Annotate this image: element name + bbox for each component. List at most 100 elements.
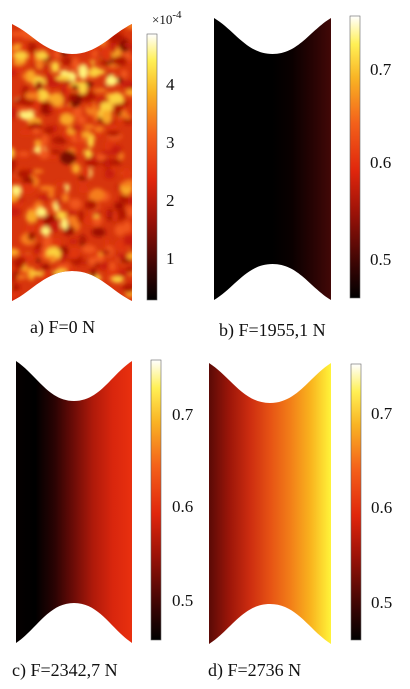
colorbar-c-tick: 0.5 [172, 591, 193, 610]
colorbar-d-ticks: 0.5 0.6 0.7 [371, 404, 393, 612]
colorbar-b-ticks: 0.5 0.6 0.7 [370, 60, 392, 269]
speckle-blob [83, 124, 95, 130]
speckle-blob [17, 107, 31, 112]
speckle-blob [66, 253, 73, 259]
speckle-blob [44, 31, 56, 42]
speckle-blob [113, 103, 124, 113]
speckle-blob [79, 261, 88, 265]
speckle-blob [125, 24, 132, 30]
speckle-blob [25, 210, 38, 224]
speckle-blob [108, 31, 125, 44]
speckle-blob [77, 39, 94, 46]
speckle-blob [125, 266, 132, 273]
caption-d: d) F=2736 N [208, 660, 301, 681]
speckle-blob [40, 264, 51, 270]
speckle-blob [12, 69, 17, 77]
speckle-blob [35, 57, 44, 70]
speckle-blob [92, 285, 105, 291]
speckle-blob [94, 279, 106, 291]
speckle-blob [124, 234, 132, 248]
colorbar-c-tick: 0.7 [172, 405, 194, 424]
speckle-blob [67, 288, 78, 301]
speckle-blob [99, 101, 114, 114]
speckle-blob [34, 81, 44, 92]
speckle-blob [96, 152, 107, 162]
speckle-blob [104, 238, 110, 248]
speckle-blob [73, 24, 79, 32]
speckle-blob [36, 51, 49, 60]
speckle-blob [125, 206, 132, 217]
speckle-blob [12, 157, 17, 171]
speckle-blob [79, 236, 87, 244]
speckle-blob [104, 169, 115, 179]
speckle-blob [55, 281, 68, 293]
speckle-blob [67, 284, 74, 294]
speckle-blob [99, 36, 107, 47]
speckle-blob [124, 42, 131, 48]
speckle-blob [61, 38, 74, 49]
speckle-blob [27, 104, 41, 111]
speckle-blob [14, 39, 20, 46]
speckle-blob [19, 110, 35, 120]
speckle-blob [105, 75, 118, 86]
speckle-blob [56, 195, 62, 208]
speckle-blob [102, 84, 108, 90]
speckle-blob [59, 251, 66, 265]
speckle-blob [91, 285, 103, 294]
speckle-blob [90, 188, 105, 202]
speckle-blob [121, 100, 129, 107]
colorbar-d-tick: 0.6 [371, 498, 392, 517]
speckle-blob [91, 227, 106, 237]
speckle-blob [52, 269, 66, 275]
speckle-blob [97, 69, 105, 75]
speckle-blob [101, 109, 112, 124]
speckle-blob [41, 226, 51, 236]
speckle-blob [105, 209, 111, 218]
speckle-blob [81, 244, 96, 254]
colorbar-a-tick: 4 [166, 75, 175, 94]
speckle-blob [40, 293, 56, 301]
speckle-blob [63, 96, 68, 108]
speckle-blob [80, 43, 91, 51]
speckle-blob [12, 106, 18, 120]
speckle-blob [72, 105, 83, 118]
speckle-blob [61, 57, 75, 65]
colorbar-c-tick: 0.6 [172, 497, 193, 516]
speckle-blob [120, 181, 132, 187]
speckle-blob [33, 248, 43, 254]
speckle-blob [36, 258, 41, 263]
colorbar-b-tick: 0.5 [370, 250, 391, 269]
speckle-blob [27, 42, 37, 54]
speckle-blob [85, 199, 98, 211]
panel-b: 0.5 0.6 0.7 b) F=1955,1 N [214, 15, 392, 341]
speckle-blob [120, 69, 128, 79]
speckle-blob [126, 196, 132, 206]
speckle-blob [122, 283, 132, 293]
speckle-blob [19, 182, 36, 195]
panel-a: 1 2 3 4 ×10-4 a) F=0 N [12, 9, 182, 338]
speckle-blob [46, 186, 56, 191]
colorbar-b-tick: 0.6 [370, 153, 391, 172]
speckle-blob [38, 149, 50, 160]
speckle-blob [118, 194, 128, 206]
speckle-blob [71, 57, 80, 71]
speckle-blob [71, 84, 79, 90]
speckle-blob [27, 231, 36, 241]
speckle-blob [78, 280, 84, 292]
speckle-blob [46, 37, 62, 43]
colorbar-c [150, 359, 162, 641]
panel-c: 0.5 0.6 0.7 c) F=2342,7 N [12, 359, 194, 681]
speckle-blob [77, 288, 93, 297]
speckle-blob [13, 51, 29, 60]
speckle-blob [12, 207, 21, 217]
specimen-field-d [209, 363, 331, 644]
speckle-blob [65, 183, 70, 192]
speckle-blob [48, 284, 57, 293]
speckle-blob [20, 26, 34, 40]
speckle-blob [78, 185, 89, 194]
speckle-blob [126, 114, 131, 120]
speckle-blob [123, 117, 132, 125]
speckle-blob [107, 291, 115, 301]
speckle-blob [100, 58, 106, 65]
speckle-blob [56, 210, 67, 220]
